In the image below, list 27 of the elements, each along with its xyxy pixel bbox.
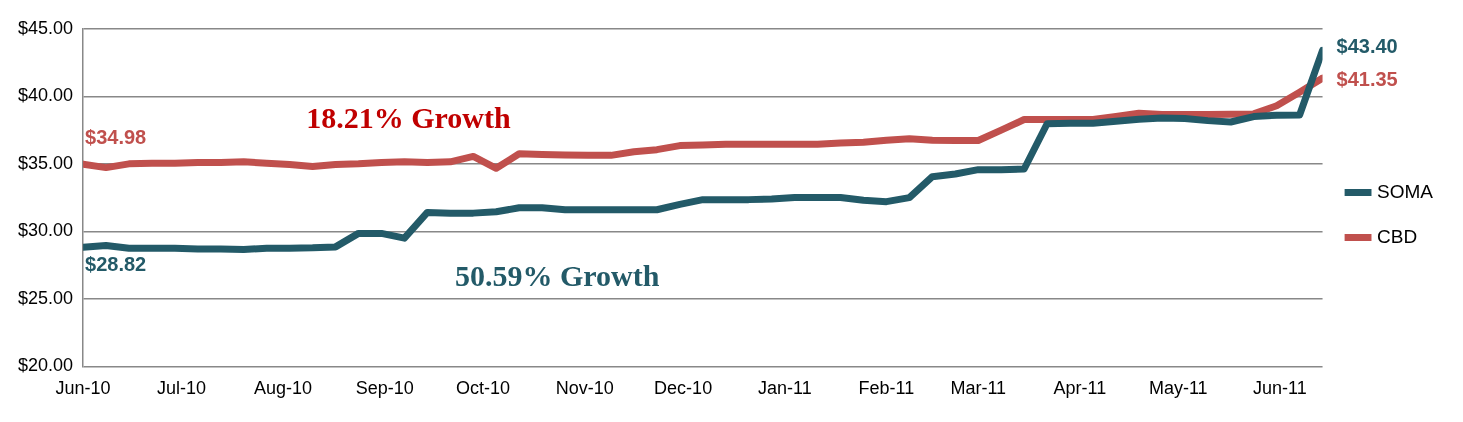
x-tick-label: Mar-11 [950, 378, 1007, 399]
annotation: 50.59% Growth [454, 259, 660, 293]
x-tick-label: Aug-10 [254, 378, 313, 399]
y-tick-label: $45.00 [17, 17, 74, 38]
legend-label: SOMA [1377, 180, 1434, 202]
x-tick-label: Dec-10 [654, 378, 713, 399]
data-label: $28.82 [85, 252, 147, 275]
x-tick-label: Jun-10 [55, 378, 111, 399]
y-tick-label: $25.00 [17, 287, 74, 308]
x-tick-label: Jan-11 [757, 378, 812, 399]
x-tick-label: Nov-10 [555, 378, 614, 399]
x-tick-label: Jun-11 [1253, 378, 1307, 399]
y-tick-label: $30.00 [17, 220, 74, 241]
data-label: $41.35 [1336, 67, 1398, 90]
x-tick-label: Oct-10 [456, 378, 511, 399]
data-label: $43.40 [1336, 34, 1398, 57]
annotation: 18.21% Growth [306, 100, 511, 134]
x-tick-label: May-11 [1148, 378, 1208, 399]
y-tick-label: $40.00 [17, 85, 74, 106]
x-tick-label: Jul-10 [156, 378, 206, 399]
y-tick-label: $20.00 [17, 355, 74, 376]
legend-label: CBD [1377, 225, 1418, 247]
data-label: $34.98 [85, 125, 147, 148]
x-tick-label: Feb-11 [858, 378, 915, 399]
x-tick-label: Apr-11 [1053, 378, 1107, 399]
x-tick-label: Sep-10 [355, 378, 414, 399]
y-tick-label: $35.00 [17, 152, 74, 173]
